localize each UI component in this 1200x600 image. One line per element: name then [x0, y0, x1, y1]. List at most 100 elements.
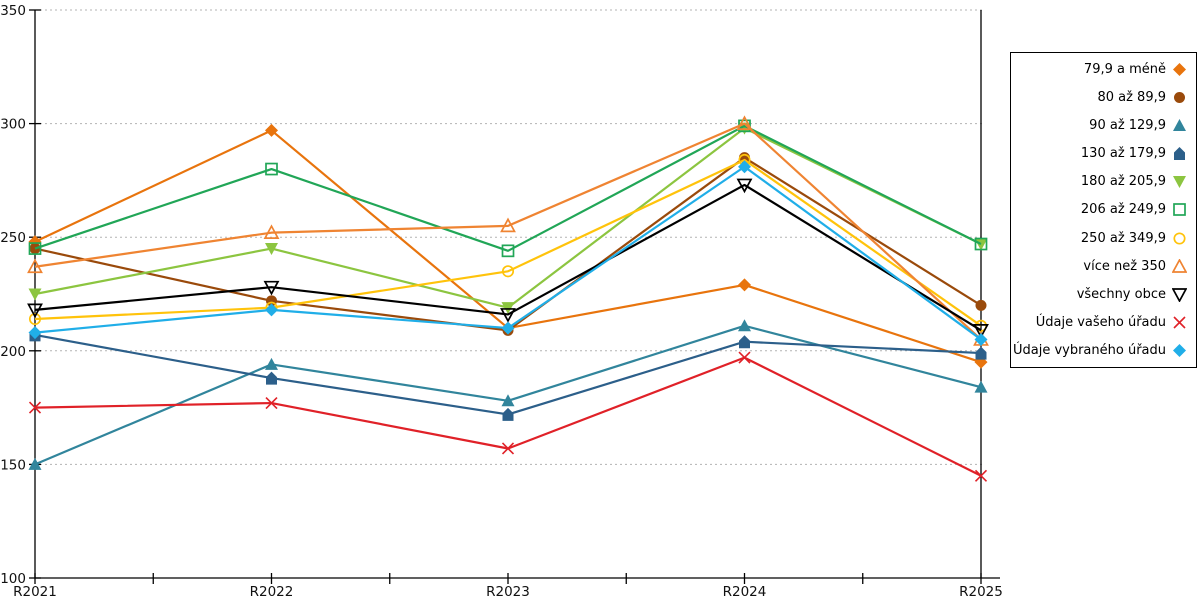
legend-item: 250 až 349,9: [1020, 231, 1187, 246]
series-line: [34, 124, 982, 252]
legend-item: Údaje vybraného úřadu: [1013, 343, 1187, 358]
marker-diamond: [501, 321, 515, 335]
legend-marker-icon: [1173, 232, 1186, 245]
legend-label: všechny obce: [1076, 286, 1166, 302]
legend-item: 206 až 249,9: [1020, 202, 1187, 217]
marker-circle: [975, 299, 987, 311]
legend-label: 79,9 a méně: [1083, 62, 1166, 77]
marker-triangle-up: [500, 217, 516, 233]
marker-triangle-up: [265, 357, 278, 370]
series-2: [28, 319, 988, 470]
legend-label: 250 až 349,9: [1080, 230, 1166, 246]
legend-item: 80 až 89,9: [1020, 90, 1187, 105]
series-line: [34, 183, 982, 332]
legend-label: 206 až 249,9: [1080, 202, 1166, 218]
marker-x: [738, 351, 751, 364]
marker-diamond: [28, 326, 42, 340]
legend-item: 79,9 a méně: [1020, 62, 1187, 77]
marker-x: [28, 401, 42, 414]
marker-square: [1173, 203, 1186, 217]
marker-square: [501, 244, 515, 258]
legend-marker-icon: [1173, 176, 1186, 189]
x-tick-label: R2021: [13, 584, 57, 600]
marker-triangle-up: [738, 319, 751, 332]
y-tick-label: 250: [0, 230, 26, 246]
marker-triangle-up: [27, 258, 43, 274]
marker-triangle-down: [500, 308, 516, 323]
marker-triangle-up: [263, 224, 280, 240]
legend-marker-icon: [1173, 316, 1186, 329]
marker-diamond: [974, 332, 988, 346]
marker-square: [28, 242, 42, 255]
marker-pentagon: [266, 371, 277, 385]
x-tick-label: R2023: [486, 584, 530, 600]
y-tick-label: 150: [0, 457, 26, 473]
marker-triangle-down: [736, 178, 753, 194]
legend-marker-icon: [1174, 92, 1185, 104]
marker-triangle-down: [973, 324, 989, 339]
marker-triangle-down: [263, 280, 280, 296]
series-9: [28, 351, 988, 482]
marker-triangle-down: [28, 288, 42, 301]
legend-item: 180 až 205,9: [1020, 174, 1187, 189]
series-10: [28, 160, 988, 346]
marker-x: [974, 469, 988, 482]
marker-triangle-down: [265, 243, 278, 256]
legend-marker-icon: [1173, 63, 1186, 76]
legend-label: Údaje vybraného úřadu: [1012, 342, 1166, 358]
marker-pentagon: [739, 335, 750, 349]
legend-item: 90 až 129,9: [1020, 118, 1187, 133]
marker-pentagon: [975, 346, 987, 360]
marker-diamond: [738, 160, 751, 174]
marker-x: [265, 396, 278, 410]
legend-label: 90 až 129,9: [1089, 118, 1166, 134]
marker-circle: [1173, 232, 1186, 245]
legend-marker-icon: [1174, 147, 1185, 161]
marker-diamond: [1173, 63, 1186, 76]
x-tick-label: R2022: [250, 584, 294, 600]
y-tick-label: 200: [0, 344, 26, 360]
marker-triangle-up: [1172, 258, 1187, 273]
marker-x: [1173, 316, 1186, 329]
legend-marker-icon: [1173, 203, 1186, 217]
marker-triangle-up: [28, 457, 42, 470]
legend-marker-icon: [1173, 343, 1186, 357]
marker-pentagon: [502, 407, 514, 421]
marker-triangle-down: [1173, 176, 1186, 189]
legend-item: všechny obce: [1020, 287, 1187, 302]
marker-triangle-up: [501, 394, 515, 407]
marker-triangle-down: [1172, 287, 1187, 302]
legend-marker-icon: [1172, 258, 1187, 273]
legend-marker-icon: [1173, 119, 1186, 132]
series-8: [27, 178, 989, 339]
marker-circle: [28, 312, 42, 326]
marker-square: [265, 162, 278, 176]
x-tick-label: R2024: [723, 584, 767, 600]
marker-circle: [501, 265, 515, 278]
marker-x: [501, 442, 515, 455]
marker-diamond: [738, 278, 751, 292]
y-tick-label: 350: [0, 3, 26, 19]
legend-label: více než 350: [1083, 258, 1166, 274]
marker-diamond: [265, 303, 278, 317]
marker-triangle-up: [1173, 119, 1186, 132]
series-3: [29, 328, 987, 421]
legend-label: 130 až 179,9: [1080, 146, 1166, 162]
legend-label: 180 až 205,9: [1080, 174, 1166, 190]
legend-label: 80 až 89,9: [1097, 90, 1166, 106]
series-line: [34, 158, 982, 327]
legend-marker-icon: [1172, 287, 1187, 302]
legend: 79,9 a méně 80 až 89,9 90 až 129,9 130 až 1…: [1010, 52, 1197, 368]
marker-triangle-up: [974, 380, 988, 393]
marker-diamond: [1173, 343, 1186, 357]
marker-circle: [1174, 92, 1185, 104]
marker-triangle-down: [27, 303, 43, 319]
y-tick-label: 100: [0, 571, 26, 587]
legend-item: 130 až 179,9: [1020, 146, 1187, 161]
legend-item: více než 350: [1020, 258, 1187, 274]
marker-pentagon: [1174, 147, 1185, 161]
legend-label: Údaje vašeho úřadu: [1035, 314, 1166, 330]
marker-triangle-up: [736, 115, 753, 130]
